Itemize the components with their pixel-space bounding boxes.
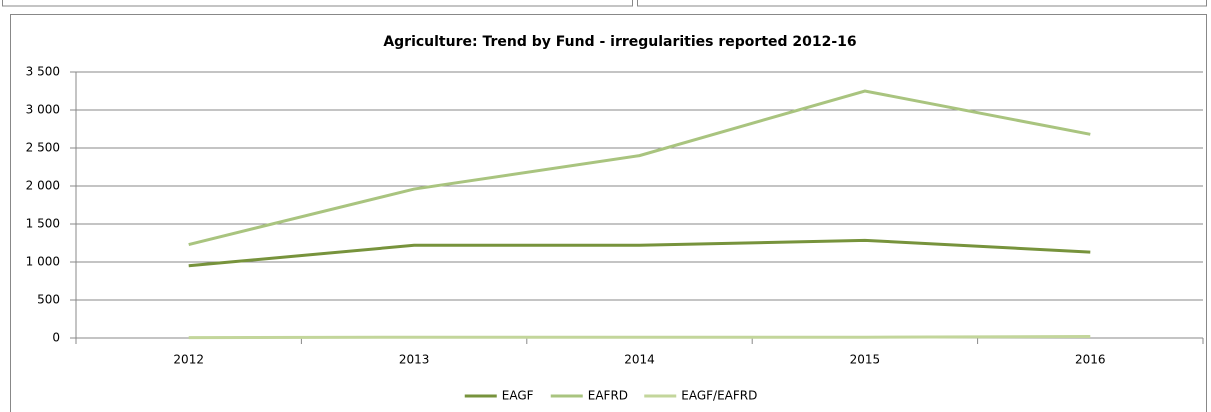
chart-title: Agriculture: Trend by Fund - irregularit…	[383, 34, 856, 50]
y-tick-label: 1 500	[26, 217, 60, 231]
series-line	[188, 334, 1091, 340]
x-tick-label: 2012	[173, 353, 204, 367]
chart-frame	[10, 14, 1207, 412]
x-tick-label: 2014	[624, 353, 655, 367]
y-tick-label: 1 000	[26, 255, 60, 269]
neighbor-panel	[637, 0, 1207, 7]
series-line	[188, 89, 1091, 246]
legend-label: EAGF	[502, 389, 534, 403]
x-tick-label: 2013	[399, 353, 430, 367]
legend-label: EAFRD	[588, 389, 628, 403]
y-tick-label: 2 500	[26, 141, 60, 155]
y-tick-label: 0	[52, 331, 60, 345]
series-line	[188, 238, 1091, 268]
y-tick-label: 3 000	[26, 103, 60, 117]
x-tick-label: 2016	[1075, 353, 1106, 367]
neighbor-panel	[2, 0, 633, 7]
y-tick-label: 500	[37, 293, 60, 307]
legend-label: EAGF/EAFRD	[681, 389, 757, 403]
x-tick-label: 2015	[850, 353, 881, 367]
y-tick-label: 3 500	[26, 65, 60, 79]
y-tick-label: 2 000	[26, 179, 60, 193]
